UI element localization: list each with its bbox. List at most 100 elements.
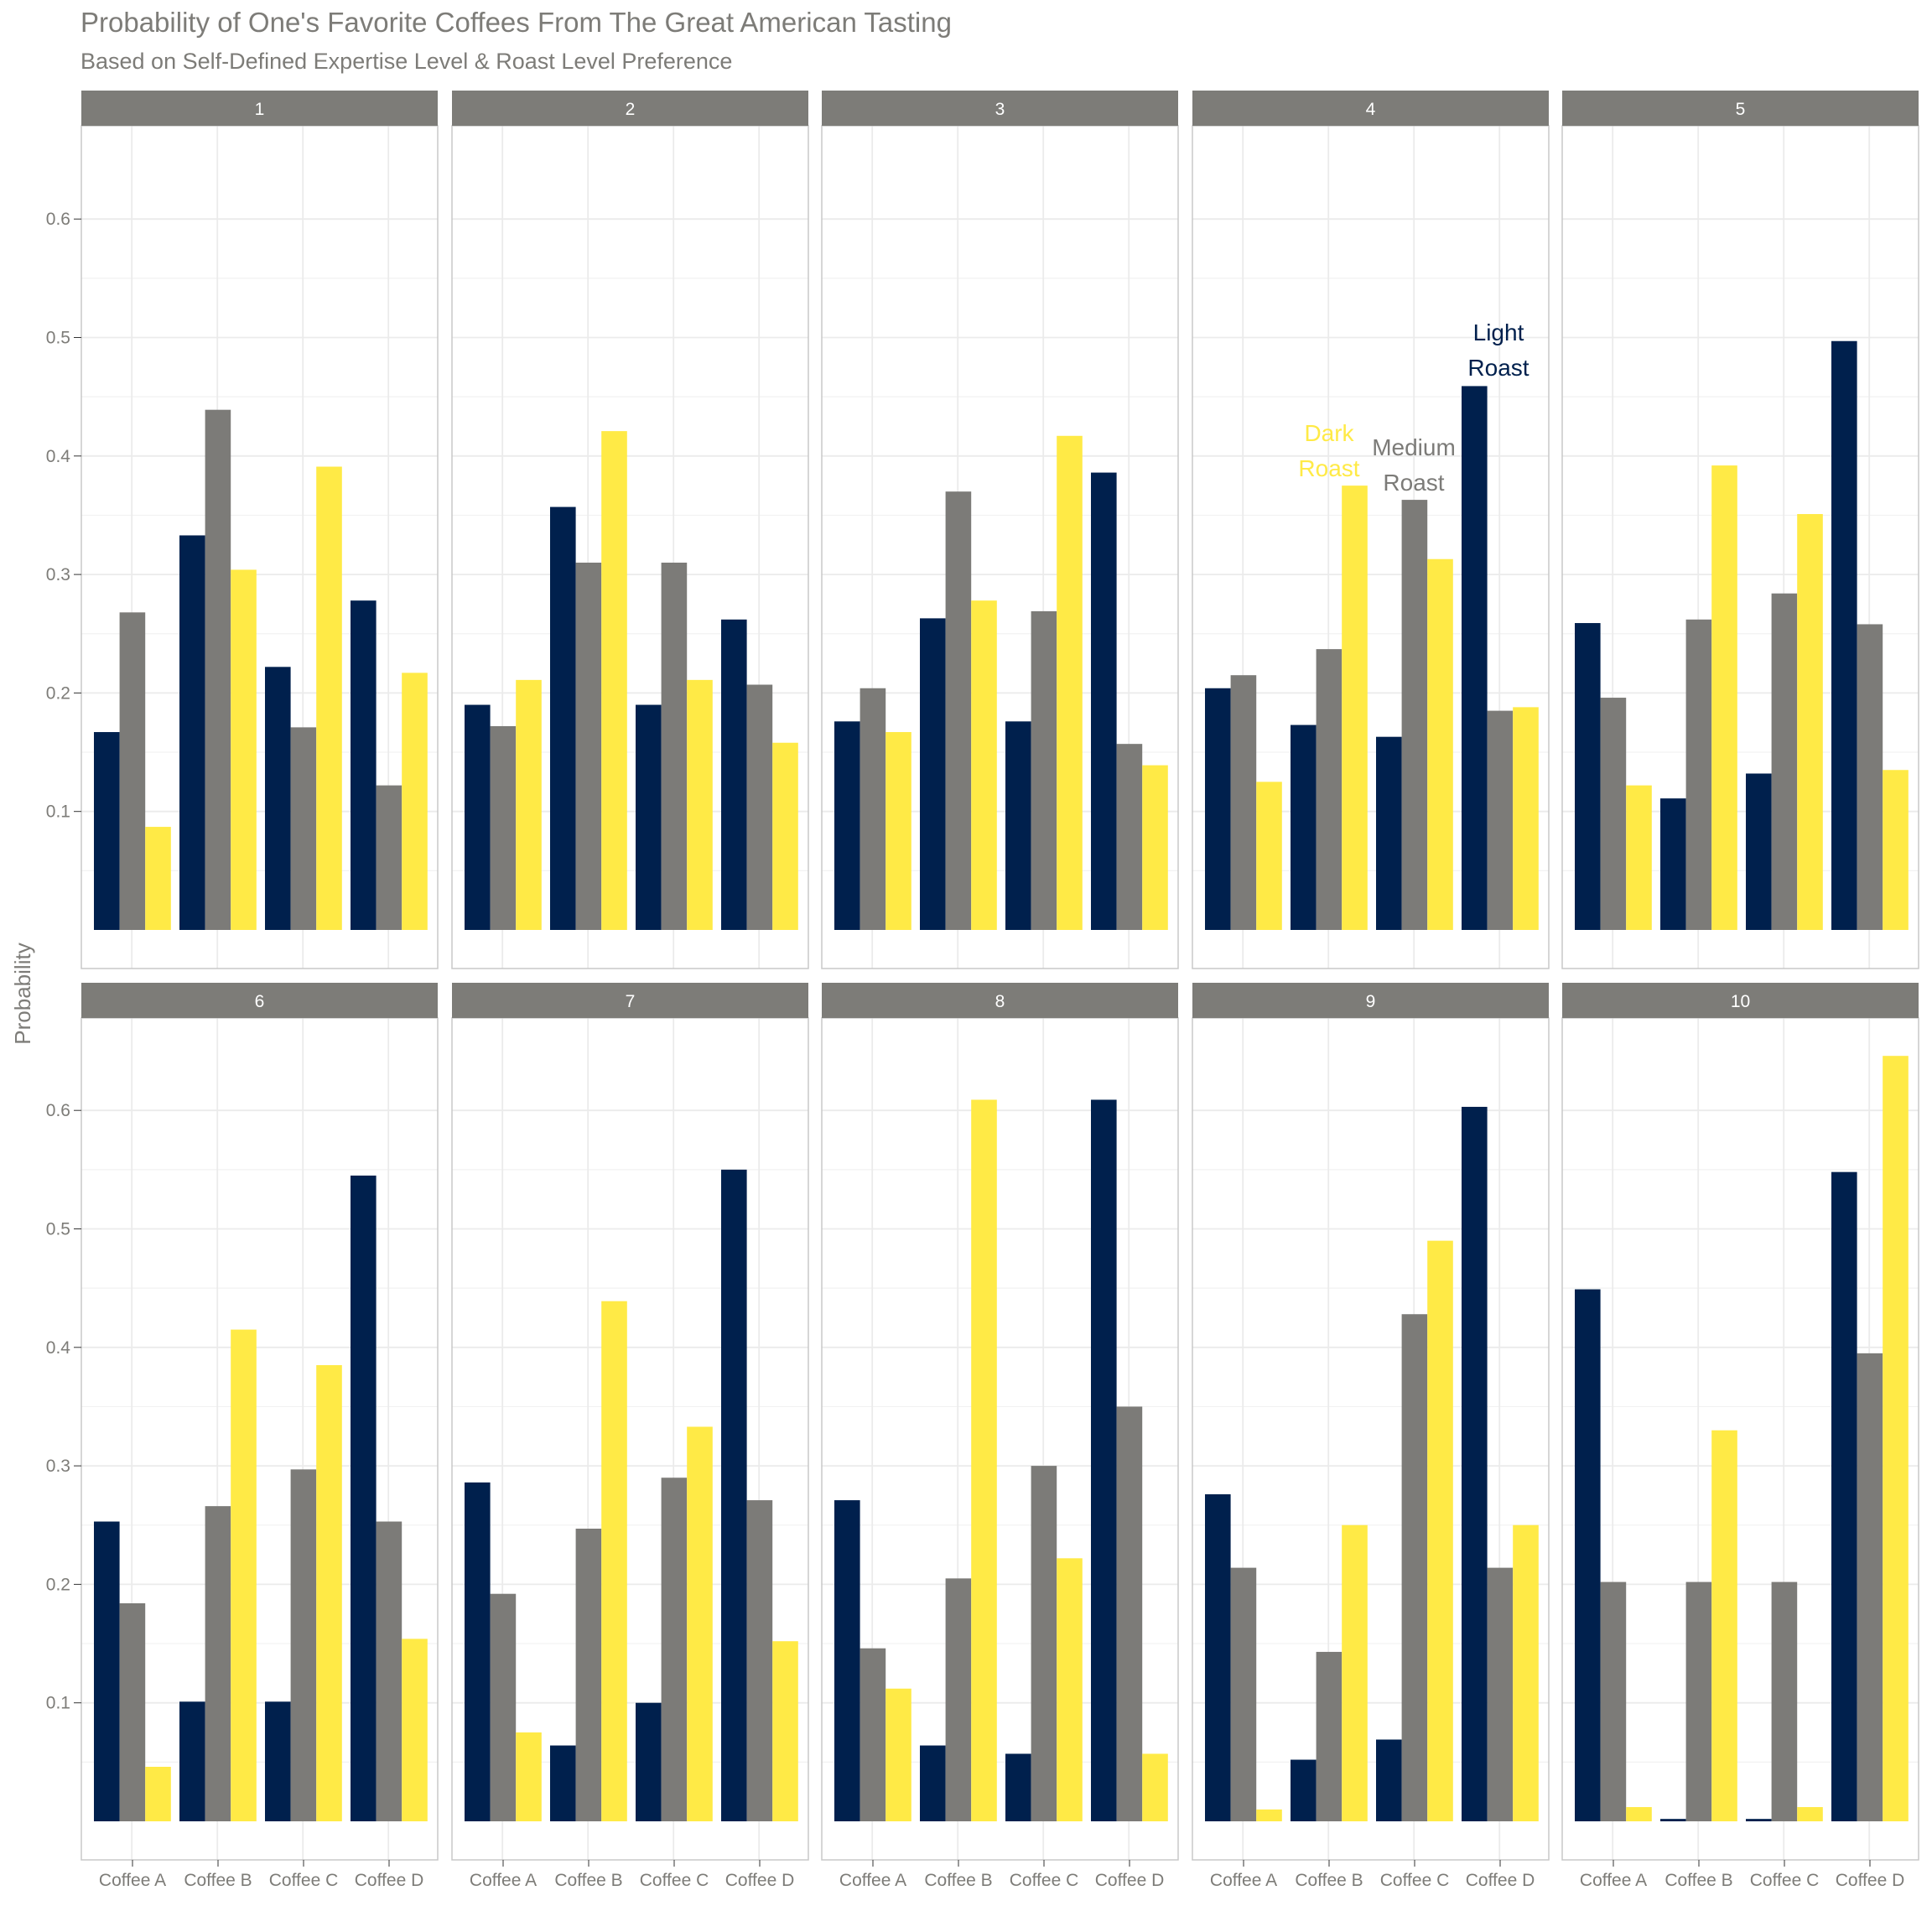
- bar-dark-roast: [886, 732, 911, 930]
- bar-medium-roast: [1230, 1567, 1257, 1821]
- bar-dark-roast: [145, 827, 171, 930]
- bar-dark-roast: [1513, 707, 1539, 930]
- bar-medium-roast: [1771, 593, 1798, 930]
- bar-light-roast: [351, 1175, 377, 1821]
- bar-dark-roast: [516, 679, 542, 930]
- bar-dark-roast: [1626, 1807, 1652, 1821]
- bar-light-roast: [1660, 798, 1686, 930]
- facet-strip-label: 1: [255, 100, 265, 119]
- bar-dark-roast: [1342, 486, 1368, 930]
- x-tick-label: Coffee A: [839, 1871, 906, 1890]
- x-tick-label: Coffee C: [269, 1871, 339, 1890]
- facet-strip: [1192, 983, 1549, 1018]
- bar-dark-roast: [145, 1767, 171, 1821]
- bar-medium-roast: [1771, 1581, 1798, 1821]
- bar-medium-roast: [1857, 624, 1883, 930]
- bar-light-roast: [1575, 1289, 1601, 1821]
- bar-dark-roast: [687, 679, 713, 930]
- bar-light-roast: [920, 1745, 946, 1821]
- bar-medium-roast: [376, 1521, 402, 1821]
- bar-dark-roast: [1711, 465, 1737, 930]
- x-tick-label: Coffee C: [1750, 1871, 1820, 1890]
- bar-dark-roast: [687, 1426, 713, 1821]
- bar-dark-roast: [971, 600, 997, 930]
- x-tick-label: Coffee B: [1665, 1871, 1732, 1890]
- bar-light-roast: [1831, 1171, 1857, 1821]
- chart-title: Probability of One's Favorite Coffees Fr…: [80, 7, 952, 38]
- bar-light-roast: [1005, 1753, 1031, 1821]
- bar-dark-roast: [1883, 1056, 1909, 1821]
- facet-strip: [822, 91, 1178, 126]
- bar-medium-roast: [1600, 698, 1627, 930]
- bar-light-roast: [179, 535, 205, 930]
- bar-medium-roast: [1316, 649, 1343, 930]
- y-tick-label: 0.6: [46, 210, 70, 229]
- bar-dark-roast: [516, 1732, 542, 1821]
- bar-light-roast: [834, 721, 860, 930]
- bar-medium-roast: [376, 785, 402, 930]
- bar-dark-roast: [1427, 558, 1453, 930]
- bar-medium-roast: [945, 491, 972, 930]
- x-tick-label: Coffee C: [640, 1871, 709, 1890]
- bar-dark-roast: [1256, 1809, 1282, 1821]
- facet-strip-label: 4: [1366, 100, 1376, 119]
- facet-strip: [81, 983, 438, 1018]
- bar-dark-roast: [1427, 1240, 1453, 1821]
- facet-strip-label: 2: [626, 100, 636, 119]
- x-tick-label: Coffee A: [470, 1871, 537, 1890]
- bar-light-roast: [265, 667, 291, 930]
- bar-medium-roast: [490, 725, 517, 930]
- bar-light-roast: [1205, 688, 1231, 930]
- bar-dark-roast: [1513, 1524, 1539, 1821]
- bar-light-roast: [1091, 1099, 1117, 1821]
- bar-medium-roast: [1857, 1353, 1883, 1821]
- bar-light-roast: [1091, 472, 1117, 930]
- bar-dark-roast: [1711, 1430, 1737, 1821]
- bar-medium-roast: [1600, 1581, 1627, 1821]
- x-tick-label: Coffee D: [1095, 1871, 1165, 1890]
- x-tick-label: Coffee B: [554, 1871, 622, 1890]
- bar-medium-roast: [575, 1528, 602, 1821]
- bar-light-roast: [265, 1701, 291, 1821]
- bar-light-roast: [1205, 1494, 1231, 1821]
- bar-medium-roast: [290, 1469, 317, 1821]
- bar-light-roast: [550, 506, 576, 930]
- facet-strip: [1562, 983, 1919, 1018]
- y-tick-label: 0.3: [46, 565, 70, 584]
- y-tick-label: 0.5: [46, 1220, 70, 1239]
- facet-strip-label: 8: [995, 992, 1005, 1011]
- x-tick-label: Coffee A: [99, 1871, 166, 1890]
- bar-medium-roast: [746, 1500, 773, 1821]
- y-tick-label: 0.6: [46, 1101, 70, 1120]
- bar-light-roast: [1005, 721, 1031, 930]
- x-tick-label: Coffee A: [1210, 1871, 1277, 1890]
- bar-medium-roast: [1031, 610, 1057, 930]
- y-tick-label: 0.4: [46, 1338, 71, 1358]
- bar-dark-roast: [316, 466, 342, 930]
- bar-dark-roast: [402, 673, 428, 930]
- bar-medium-roast: [1487, 710, 1514, 930]
- series-label-medium-roast: Medium: [1372, 434, 1456, 460]
- bar-light-roast: [1660, 1819, 1686, 1821]
- bar-dark-roast: [1057, 435, 1083, 930]
- bar-medium-roast: [1401, 1314, 1428, 1821]
- bar-medium-roast: [661, 562, 688, 930]
- bar-medium-roast: [1031, 1466, 1057, 1821]
- bar-light-roast: [1462, 1106, 1488, 1821]
- bar-dark-roast: [1626, 785, 1652, 930]
- series-label-dark-roast: Dark: [1304, 420, 1354, 446]
- x-tick-label: Coffee D: [725, 1871, 795, 1890]
- x-tick-label: Coffee B: [184, 1871, 252, 1890]
- bar-light-roast: [721, 1169, 747, 1821]
- bar-dark-roast: [772, 1641, 798, 1821]
- bar-dark-roast: [231, 1329, 257, 1821]
- y-tick-label: 0.4: [46, 447, 71, 466]
- series-label-medium-roast: Roast: [1383, 470, 1444, 496]
- bar-light-roast: [179, 1701, 205, 1821]
- bar-dark-roast: [1142, 765, 1168, 930]
- bar-light-roast: [1575, 623, 1601, 930]
- bar-light-roast: [1746, 1819, 1772, 1821]
- x-tick-label: Coffee C: [1010, 1871, 1079, 1890]
- bar-medium-roast: [290, 727, 317, 930]
- bar-medium-roast: [1401, 500, 1428, 930]
